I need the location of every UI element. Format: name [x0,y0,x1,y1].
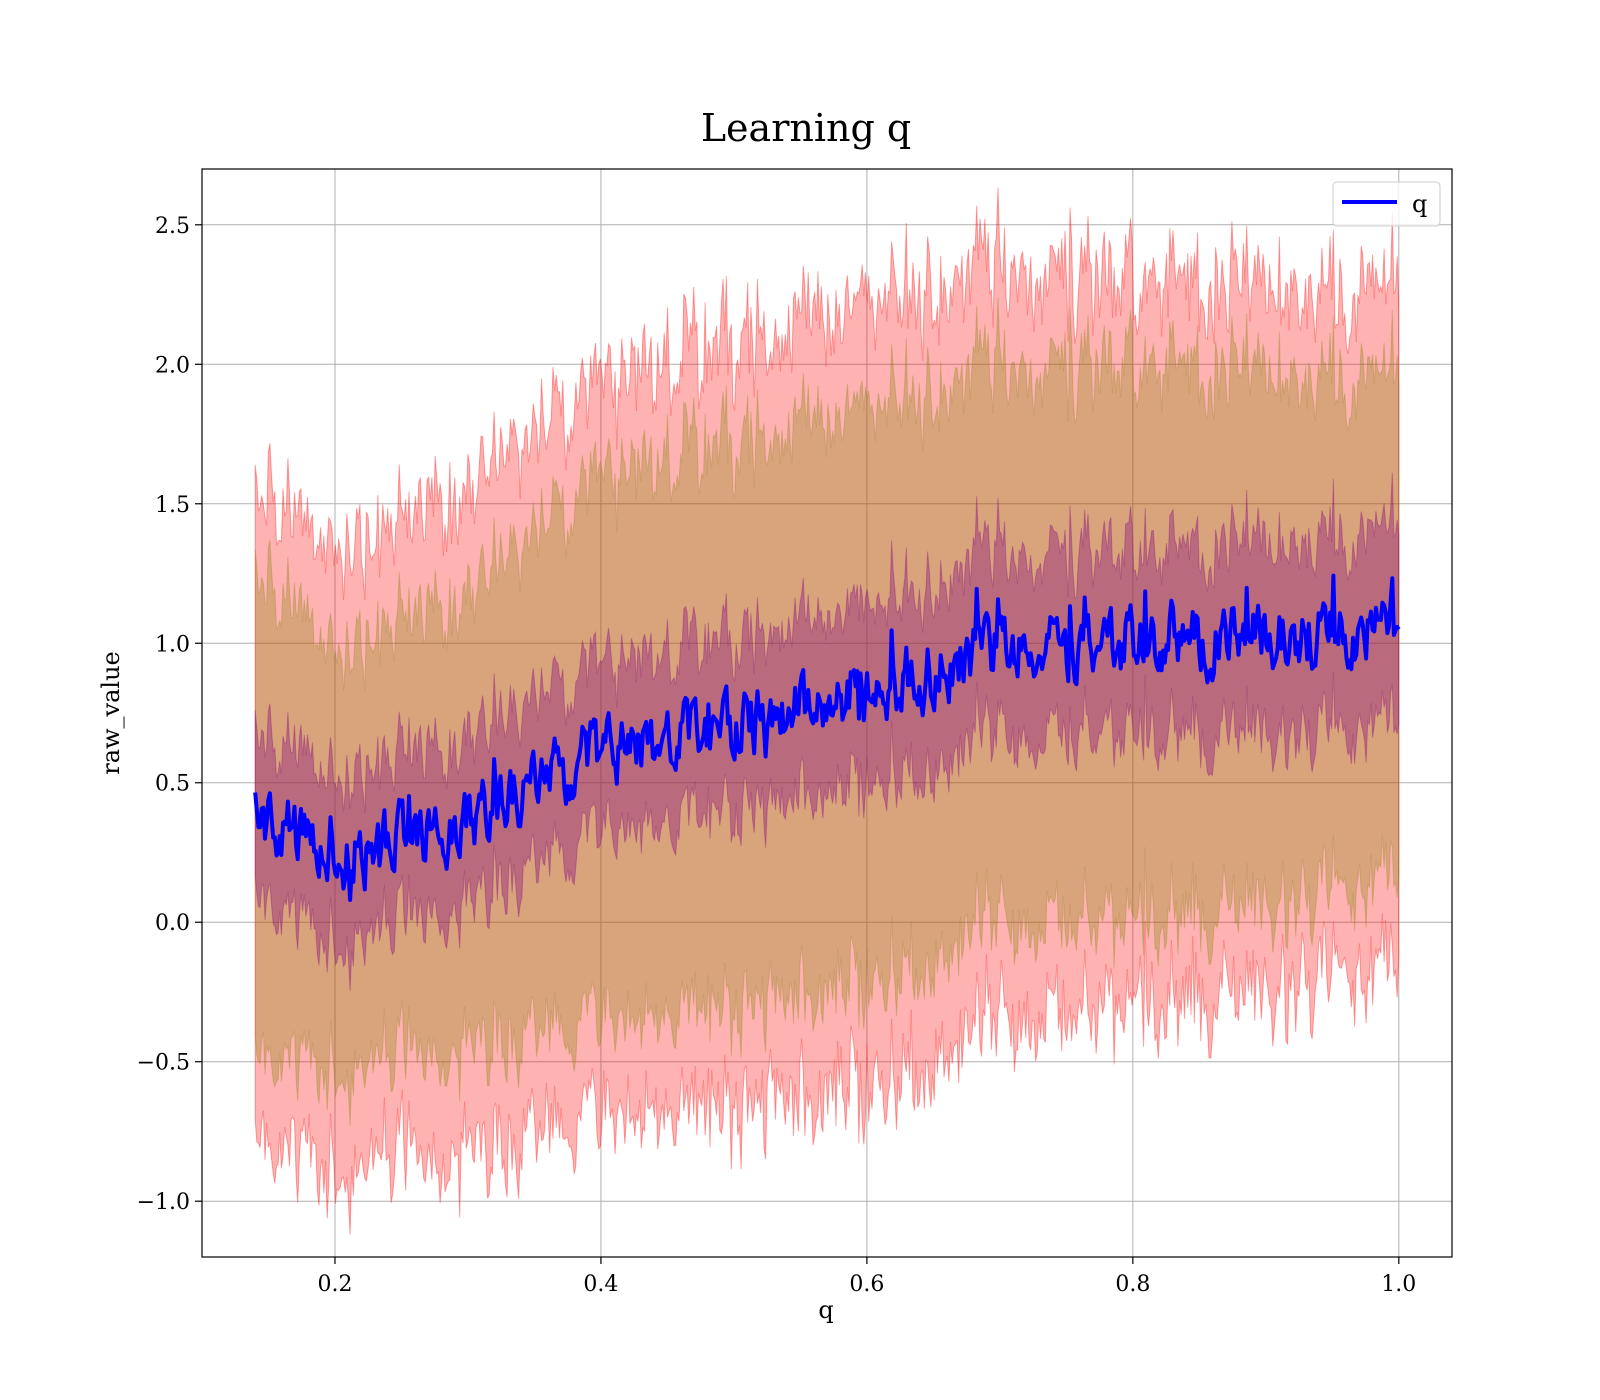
y-tick-label: 1.5 [155,493,190,518]
y-axis-label: raw_value [97,651,125,775]
x-tick-label: 1.0 [1381,1272,1416,1297]
y-tick-label: −0.5 [137,1051,190,1076]
legend-label-q: q [1412,190,1427,218]
y-axis-ticks: −1.0 −0.5 0.0 0.5 1.0 1.5 2.0 2.5 [137,214,202,1215]
chart-title: Learning q [701,106,911,150]
y-tick-label: 0.0 [155,911,190,936]
y-tick-label: −1.0 [137,1190,190,1215]
x-tick-label: 0.6 [849,1272,884,1297]
series-line-q [253,573,1401,902]
legend: q [1332,181,1441,227]
x-axis-label: q [818,1296,833,1324]
y-tick-label: 1.0 [155,632,190,657]
x-tick-label: 0.8 [1115,1272,1150,1297]
mean-line-group [253,573,1401,902]
y-tick-label: 2.5 [155,214,190,239]
x-tick-label: 0.2 [317,1272,352,1297]
plot-area-frame [201,168,1453,1258]
x-tick-label: 0.4 [583,1272,618,1297]
y-tick-label: 0.5 [155,772,190,797]
std-band-inner [254,472,1400,992]
y-tick-label: 2.0 [155,353,190,378]
x-axis-ticks: 0.2 0.4 0.6 0.8 1.0 [317,1257,1416,1297]
